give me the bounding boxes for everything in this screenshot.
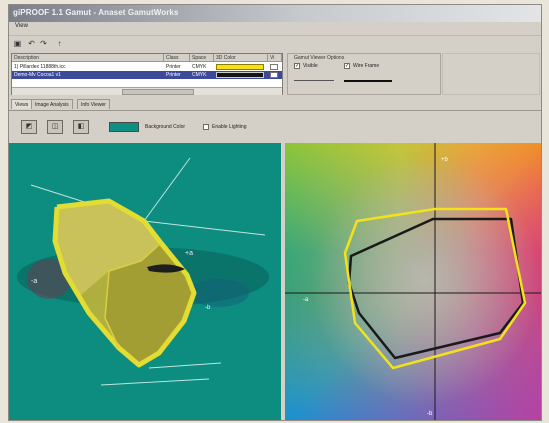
view-split-button[interactable]: ◧: [73, 120, 89, 134]
profile-row[interactable]: 1) Pillardex 11888th.icc Printer CMYK: [12, 63, 282, 71]
redo-icon[interactable]: ↷: [40, 39, 47, 48]
axis-label-minus-b-2d: -b: [427, 411, 433, 417]
visible-label: Visible: [303, 63, 318, 69]
view-controls: ◩ ◫ ◧ Background Color Enable Lighting: [9, 111, 541, 143]
save-icon[interactable]: ▣: [13, 39, 22, 48]
background-color-swatch[interactable]: [109, 122, 139, 132]
profile-class: Printer: [166, 72, 181, 78]
gamut-3d-canvas[interactable]: +a -a -b: [9, 143, 281, 420]
axis-label-minus-a: -a: [31, 278, 37, 285]
title-bar: giPROOF 1.1 Gamut - Anaset GamutWorks: [9, 5, 541, 22]
column-header-class[interactable]: Class: [164, 54, 190, 62]
profile-description: 1) Pillardex 11888th.icc: [14, 64, 66, 70]
wireframe-checkbox[interactable]: ✓: [344, 63, 350, 69]
axis-label-minus-b: -b: [205, 305, 211, 311]
profile-list: Description Class Space 3D Color Vi 1) P…: [11, 53, 283, 95]
profile-row[interactable]: Demo-Mv Cocoa1 v1 Printer CMYK: [12, 71, 282, 79]
tab-views[interactable]: Views: [11, 99, 33, 109]
profile-color-swatch[interactable]: [216, 64, 264, 70]
profile-visible-checkbox[interactable]: [270, 72, 278, 78]
options-group-label: Gamut Viewer Options: [294, 55, 345, 61]
profile-visible-checkbox[interactable]: [270, 64, 278, 70]
undo-icon[interactable]: ↶: [28, 39, 35, 48]
app-window: giPROOF 1.1 Gamut - Anaset GamutWorks Vi…: [8, 4, 542, 421]
toolbar: ▣ ↶ ↷ ↑: [9, 35, 541, 52]
column-header-description[interactable]: Description: [12, 54, 164, 62]
gamut-2d-view[interactable]: +b -a -b: [285, 143, 541, 420]
wireframe-label: Wire Frame: [353, 63, 380, 69]
line-weight-slider[interactable]: [344, 80, 392, 82]
profile-space: CMYK: [192, 64, 207, 70]
tab-image-analysis[interactable]: Image Analysis: [31, 99, 73, 109]
view-2d-button[interactable]: ◫: [47, 120, 63, 134]
axis-label-minus-a-2d: -a: [303, 297, 309, 303]
enable-lighting-label: Enable Lighting: [212, 124, 247, 130]
profile-description: Demo-Mv Cocoa1 v1: [14, 72, 61, 78]
menu-bar: View: [9, 22, 541, 34]
visible-checkbox[interactable]: ✓: [294, 63, 300, 69]
enable-lighting-checkbox[interactable]: [203, 124, 209, 130]
scrollbar-thumb[interactable]: [122, 89, 194, 95]
tab-strip: Views Image Analysis Info Viewer: [9, 99, 541, 111]
gamut-viewer-options: Gamut Viewer Options ✓ Visible ✓ Wire Fr…: [287, 53, 441, 95]
extra-options-panel: [442, 53, 540, 95]
background-color-label: Background Color: [145, 124, 186, 130]
profile-color-swatch[interactable]: [216, 72, 264, 78]
column-header-3d-color[interactable]: 3D Color: [214, 54, 268, 62]
column-header-space[interactable]: Space: [190, 54, 214, 62]
opacity-slider[interactable]: [294, 80, 334, 81]
tab-info-viewer[interactable]: Info Viewer: [77, 99, 110, 109]
profile-class: Printer: [166, 64, 181, 70]
axis-label-plus-a: +a: [185, 250, 193, 257]
gamut-3d-view[interactable]: +a -a -b: [9, 143, 281, 420]
profile-space: CMYK: [192, 72, 207, 78]
column-header-visible[interactable]: Vi: [268, 54, 282, 62]
pane-splitter[interactable]: [281, 143, 285, 420]
gamut-2d-canvas[interactable]: +b -a -b: [285, 143, 541, 420]
view-3d-button[interactable]: ◩: [21, 120, 37, 134]
menu-item-view[interactable]: View: [15, 23, 28, 29]
horizontal-scrollbar[interactable]: [12, 87, 282, 95]
window-title: giPROOF 1.1 Gamut - Anaset GamutWorks: [13, 8, 179, 17]
print-icon[interactable]: ↑: [57, 39, 62, 48]
axis-label-plus-b: +b: [441, 157, 449, 163]
